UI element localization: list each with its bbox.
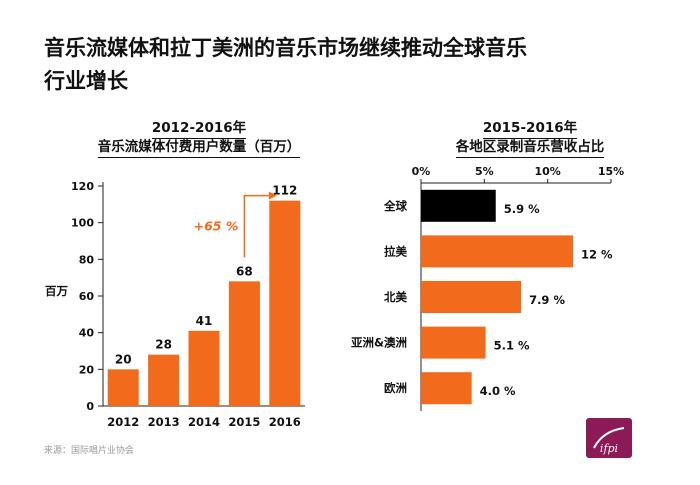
growth-annotation: +65 % (194, 219, 239, 234)
left-chart-heading: 2012-2016年 音乐流媒体付费用户数量（百万） (64, 120, 334, 158)
category-label: 亚洲&澳洲 (351, 336, 407, 350)
category-label: 拉美 (384, 244, 407, 258)
ifpi-logo-text: ifpi (600, 442, 618, 455)
y-tick-label: 20 (79, 363, 95, 376)
bar-2013 (148, 354, 180, 406)
category-label: 欧洲 (384, 381, 407, 395)
bar-欧洲 (421, 372, 472, 405)
data-label: 68 (236, 264, 253, 278)
data-label: 41 (196, 314, 213, 328)
left-chart-subtitle: 音乐流媒体付费用户数量（百万） (97, 139, 301, 158)
y-tick-label: 100 (71, 217, 94, 230)
y-tick-label: 80 (79, 253, 95, 266)
data-label: 4.0 % (480, 384, 516, 398)
x-tick-label: 0% (412, 165, 431, 178)
data-label: 28 (155, 338, 172, 352)
y-tick-label: 40 (79, 327, 95, 340)
bar-全球 (421, 189, 496, 222)
bar-2016 (269, 200, 301, 406)
source-note: 来源：国际唱片业协会 (44, 446, 135, 456)
x-tick-label: 15% (598, 165, 624, 178)
x-tick-label: 2012 (107, 415, 139, 429)
growth-arrow-head (268, 191, 277, 200)
right-chart-subtitle: 各地区录制音乐营收占比 (455, 139, 605, 158)
y-tick-label: 60 (79, 290, 95, 303)
ifpi-logo-swoosh (593, 427, 625, 449)
x-tick-label: 2016 (269, 415, 301, 429)
x-tick-label: 5% (475, 165, 494, 178)
data-label: 7.9 % (529, 293, 565, 307)
data-label: 5.1 % (494, 339, 530, 353)
bar-拉美 (421, 235, 573, 268)
right-chart-heading: 2015-2016年 各地区录制音乐营收占比 (405, 120, 655, 158)
bar-2012 (107, 369, 139, 406)
title-line-2: 行业增长 (44, 69, 128, 93)
x-tick-label: 2013 (148, 415, 180, 429)
y-axis-unit-label: 百万 (45, 284, 68, 298)
ifpi-logo: ifpi (586, 418, 632, 458)
data-label: 12 % (581, 247, 613, 261)
data-label: 5.9 % (504, 202, 540, 216)
bar-亚洲&澳洲 (421, 326, 486, 359)
category-label: 北美 (384, 290, 407, 304)
title-line-1: 音乐流媒体和拉丁美洲的音乐市场继续推动全球音乐 (44, 36, 527, 60)
x-tick-label: 2015 (228, 415, 260, 429)
data-label: 20 (115, 352, 132, 366)
bar-2015 (228, 281, 260, 406)
page-title: 音乐流媒体和拉丁美洲的音乐市场继续推动全球音乐 行业增长 (44, 32, 644, 98)
y-tick-label: 120 (71, 180, 94, 193)
x-tick-label: 2014 (188, 415, 220, 429)
bar-2014 (188, 330, 220, 406)
bar-北美 (421, 281, 522, 313)
x-tick-label: 10% (534, 165, 560, 178)
y-tick-label: 0 (86, 400, 94, 413)
growth-arrow-line (243, 194, 269, 258)
data-label: 112 (272, 184, 297, 198)
category-label: 全球 (383, 199, 407, 213)
